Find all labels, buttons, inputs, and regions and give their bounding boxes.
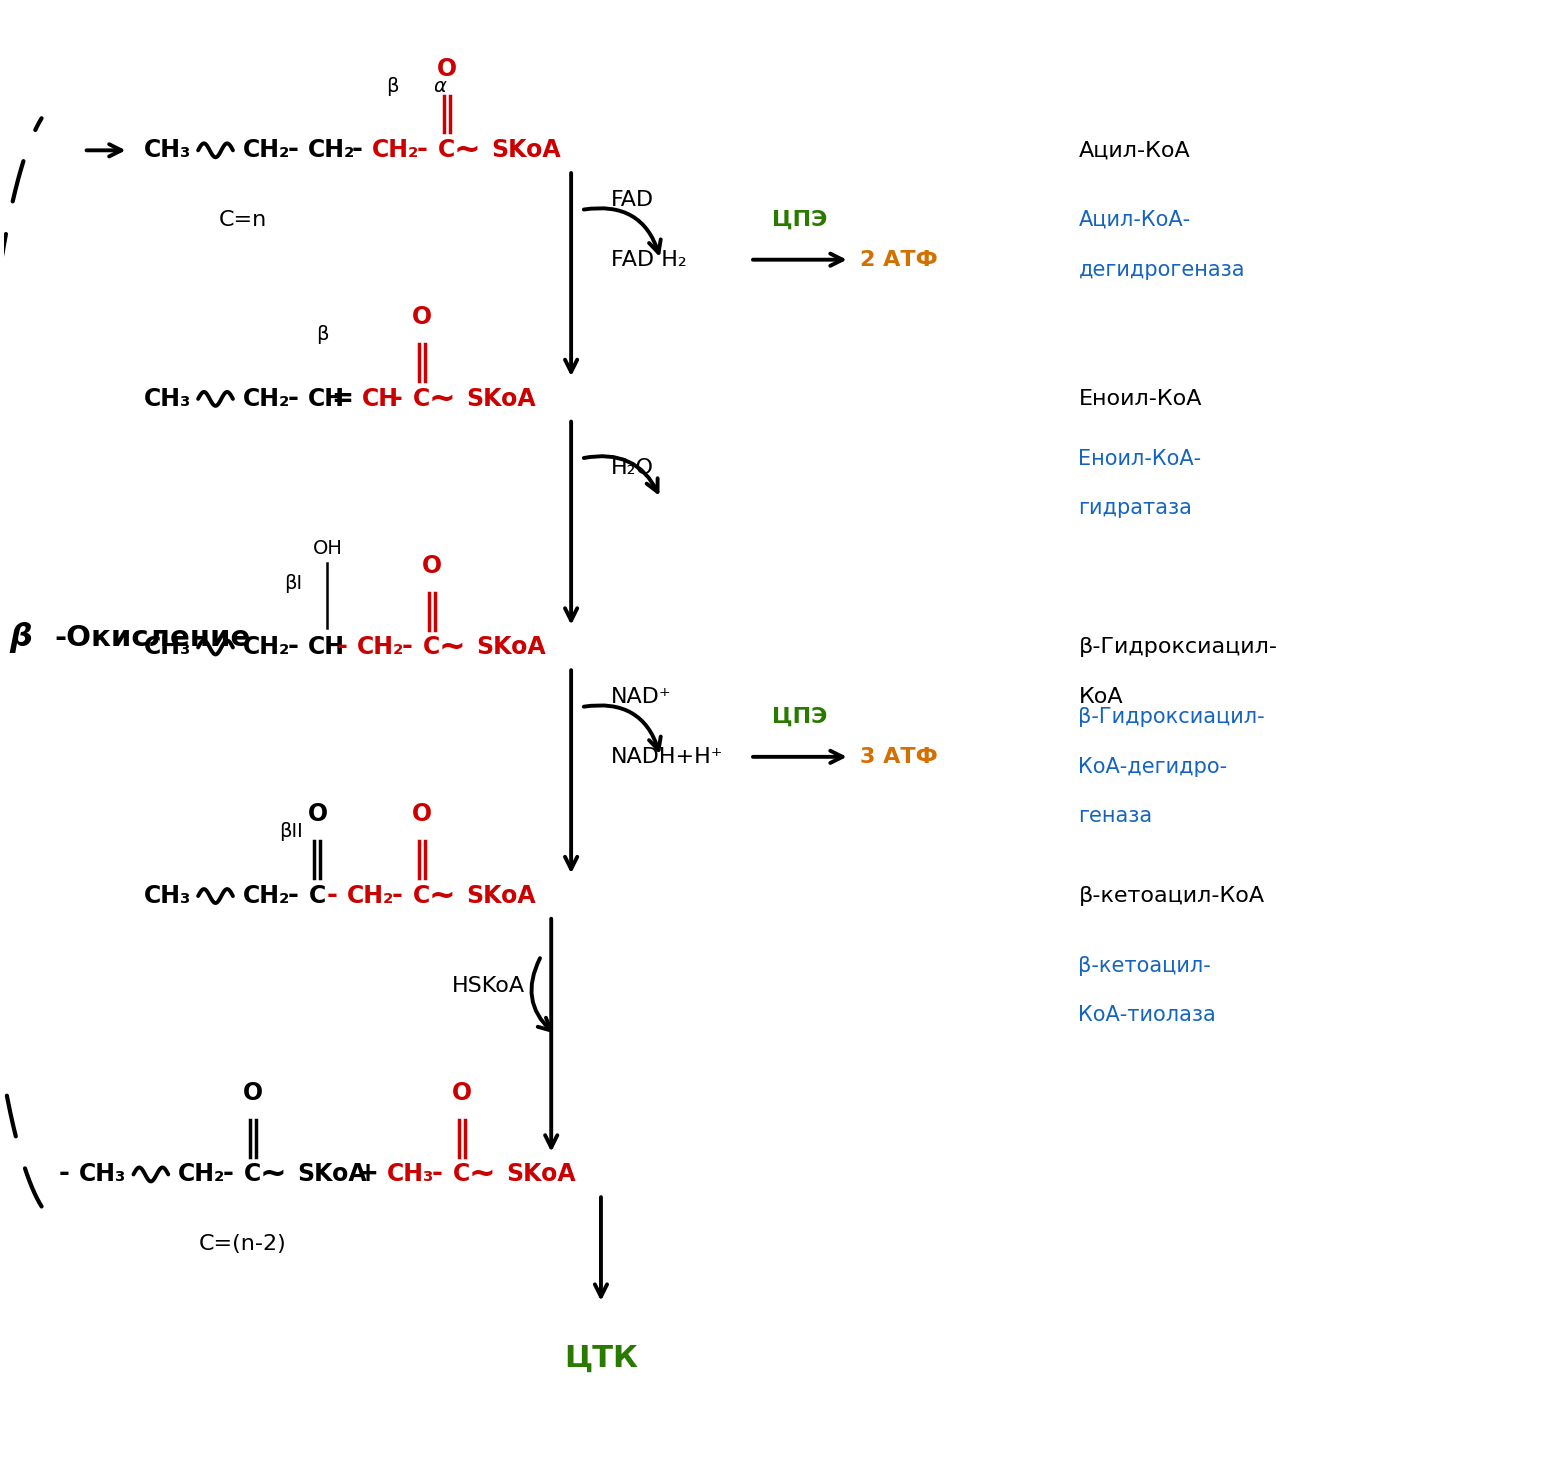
Text: C: C xyxy=(413,388,430,411)
Text: ЦПЭ: ЦПЭ xyxy=(773,210,827,230)
Text: ~: ~ xyxy=(438,632,466,663)
Text: ~: ~ xyxy=(469,1158,495,1190)
Text: SKoA: SKoA xyxy=(298,1163,368,1186)
Text: FAD: FAD xyxy=(611,189,654,210)
Text: ~: ~ xyxy=(428,880,455,912)
Text: O: O xyxy=(411,306,432,329)
Text: ЦПЭ: ЦПЭ xyxy=(773,707,827,727)
Text: 3 АТФ: 3 АТФ xyxy=(860,747,938,766)
Text: -: - xyxy=(352,137,363,163)
Text: OH: OH xyxy=(313,539,343,558)
Text: КоА-дегидро-: КоА-дегидро- xyxy=(1078,756,1228,777)
Text: β-кетоацил-: β-кетоацил- xyxy=(1078,956,1211,976)
Text: -: - xyxy=(432,1161,442,1187)
Text: C: C xyxy=(453,1163,471,1186)
Text: O: O xyxy=(243,1081,263,1104)
Text: CH₃: CH₃ xyxy=(143,635,190,660)
Text: Еноил-КоА: Еноил-КоА xyxy=(1078,389,1201,409)
Text: SKoA: SKoA xyxy=(477,635,547,660)
Text: β: β xyxy=(316,325,329,344)
Text: β-Гидроксиацил-: β-Гидроксиацил- xyxy=(1078,707,1265,727)
Text: C: C xyxy=(245,1163,262,1186)
Text: NAD⁺: NAD⁺ xyxy=(611,688,671,707)
Text: α: α xyxy=(433,77,446,96)
Text: ~: ~ xyxy=(259,1158,287,1190)
Text: Еноил-КоА-: Еноил-КоА- xyxy=(1078,449,1201,469)
Text: O: O xyxy=(436,57,456,80)
Text: -: - xyxy=(391,386,402,412)
Text: CH: CH xyxy=(363,388,399,411)
Text: Ацил-КоА: Ацил-КоА xyxy=(1078,140,1190,160)
Text: HSKoA: HSKoA xyxy=(452,976,525,995)
Text: O: O xyxy=(422,554,442,578)
Text: -: - xyxy=(402,634,413,660)
Text: SKoA: SKoA xyxy=(467,388,536,411)
Text: -: - xyxy=(287,137,298,163)
Text: CH: CH xyxy=(307,388,344,411)
Text: CH₃: CH₃ xyxy=(143,884,190,908)
Text: NADH+H⁺: NADH+H⁺ xyxy=(611,747,723,766)
Text: CH₂: CH₂ xyxy=(178,1163,226,1186)
Text: -: - xyxy=(223,1161,234,1187)
Text: SKoA: SKoA xyxy=(491,138,561,162)
Text: β: β xyxy=(386,77,399,96)
Text: C=(n-2): C=(n-2) xyxy=(199,1234,287,1254)
Text: CH₂: CH₂ xyxy=(243,884,290,908)
Text: 2 АТФ: 2 АТФ xyxy=(860,249,938,270)
Text: ~: ~ xyxy=(453,136,480,166)
Text: дегидрогеназа: дегидрогеназа xyxy=(1078,259,1245,280)
Text: -: - xyxy=(287,634,298,660)
Text: SKoA: SKoA xyxy=(467,884,536,908)
Text: β-кетоацил-КоА: β-кетоацил-КоА xyxy=(1078,886,1265,906)
Text: CH₃: CH₃ xyxy=(143,388,190,411)
Text: -: - xyxy=(287,386,298,412)
Text: O: O xyxy=(307,803,327,826)
Text: Ацил-КоА-: Ацил-КоА- xyxy=(1078,210,1190,230)
Text: O: O xyxy=(411,803,432,826)
Text: геназа: геназа xyxy=(1078,807,1153,826)
Text: CH₃: CH₃ xyxy=(79,1163,126,1186)
Text: CH₂: CH₂ xyxy=(372,138,419,162)
Text: -: - xyxy=(287,883,298,909)
Text: O: O xyxy=(452,1081,472,1104)
Text: -: - xyxy=(416,137,427,163)
Text: C=n: C=n xyxy=(218,210,266,230)
Text: -Окисление: -Окисление xyxy=(55,624,251,651)
Text: CH₃: CH₃ xyxy=(386,1163,435,1186)
Text: -: - xyxy=(391,883,402,909)
Text: -: - xyxy=(327,883,338,909)
Text: CH₂: CH₂ xyxy=(243,138,290,162)
Text: C: C xyxy=(438,138,455,162)
Text: C: C xyxy=(413,884,430,908)
Text: CH₂: CH₂ xyxy=(347,884,394,908)
Text: CH₂: CH₂ xyxy=(307,138,355,162)
Text: CH: CH xyxy=(307,635,344,660)
Text: β-Гидроксиацил-: β-Гидроксиацил- xyxy=(1078,638,1278,657)
Text: CH₂: CH₂ xyxy=(243,388,290,411)
Text: -: - xyxy=(337,634,347,660)
Text: +: + xyxy=(357,1161,379,1187)
Text: SKoA: SKoA xyxy=(506,1163,576,1186)
Text: CH₂: CH₂ xyxy=(357,635,405,660)
Text: FAD H₂: FAD H₂ xyxy=(611,249,687,270)
Text: CH₂: CH₂ xyxy=(243,635,290,660)
Text: C: C xyxy=(424,635,441,660)
Text: C: C xyxy=(308,884,326,908)
Text: =: = xyxy=(332,386,354,412)
Text: βI: βI xyxy=(285,574,302,593)
Text: βII: βII xyxy=(279,822,302,841)
Text: CH₃: CH₃ xyxy=(143,138,190,162)
Text: гидратаза: гидратаза xyxy=(1078,498,1192,519)
Text: КоА-тиолаза: КоА-тиолаза xyxy=(1078,1005,1217,1026)
Text: β: β xyxy=(9,622,33,653)
Text: -: - xyxy=(58,1161,69,1187)
Text: H₂O: H₂O xyxy=(611,459,654,478)
Text: ~: ~ xyxy=(428,383,455,414)
Text: ЦТК: ЦТК xyxy=(564,1343,637,1372)
Text: КоА: КоА xyxy=(1078,688,1123,707)
